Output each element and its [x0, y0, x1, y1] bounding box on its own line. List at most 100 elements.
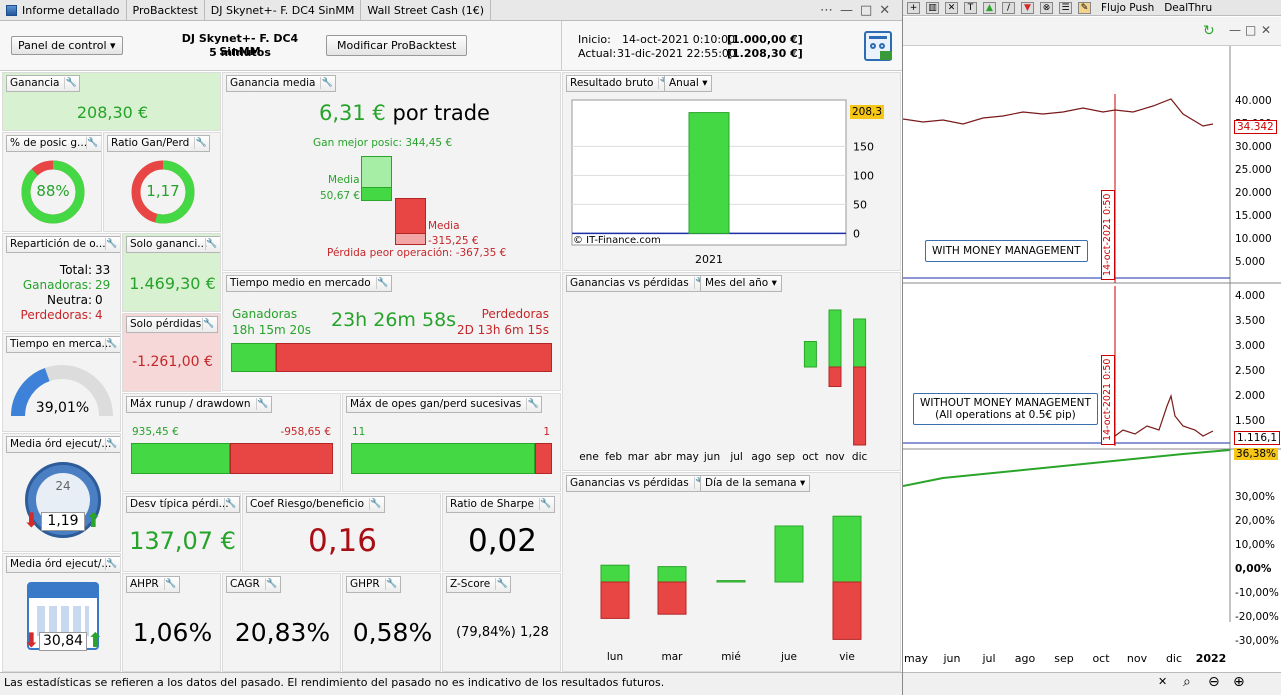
tab-informe[interactable]: Informe detallado [0, 0, 127, 21]
tiempo-merc-label[interactable]: Tiempo en merca... 🔧 [6, 336, 120, 353]
resultado-mode-dropdown[interactable]: Anual ▾ [664, 75, 713, 92]
tab-system[interactable]: DJ Skynet+- F. DC4 SinMM [205, 0, 362, 21]
bar-loss-vie [832, 581, 862, 640]
wrench-icon[interactable]: 🔧 [495, 578, 508, 590]
wrench-icon[interactable]: 🔧 [64, 77, 78, 89]
cagr-label[interactable]: CAGR 🔧 [226, 576, 281, 593]
sync-icon[interactable]: ↻ [1203, 23, 1215, 39]
wrench-icon[interactable]: 🔧 [320, 77, 334, 89]
wrench-icon[interactable]: 🔧 [384, 578, 398, 590]
wrench-icon[interactable]: 🔧 [369, 498, 382, 510]
sharpe-label[interactable]: Ratio de Sharpe 🔧 [446, 496, 555, 513]
tab-instrument[interactable]: Wall Street Cash (1€) [361, 0, 492, 21]
wrench-icon[interactable]: 🔧 [86, 137, 99, 149]
wrench-icon[interactable]: 🔧 [375, 277, 389, 289]
minimize-icon[interactable]: — [840, 3, 853, 18]
wrench-icon[interactable]: 🔧 [105, 558, 118, 570]
runup-label[interactable]: Máx runup / drawdown 🔧 [126, 396, 272, 413]
wrench-icon[interactable]: 🔧 [194, 137, 207, 149]
divider [561, 21, 562, 71]
wrench-icon[interactable]: 🔧 [202, 318, 215, 330]
resultado-label[interactable]: Resultado bruto🔧 [566, 75, 675, 92]
solo-ganancias-label[interactable]: Solo gananci... 🔧 [126, 236, 220, 253]
zoom-in-icon[interactable]: ⊕ [1233, 674, 1245, 690]
y-tick-label: 100 [853, 169, 874, 182]
copyright: © IT-Finance.com [573, 235, 661, 246]
maximize-icon[interactable]: □ [860, 3, 873, 18]
y-tick-label: 10,00% [1235, 539, 1275, 551]
modify-backtest-button[interactable]: Modificar ProBacktest [326, 35, 468, 56]
wrench-icon[interactable]: 🔧 [526, 398, 539, 410]
ratio-label[interactable]: Ratio Gan/Perd 🔧 [107, 135, 211, 152]
zscore-label[interactable]: Z-Score 🔧 [446, 576, 512, 593]
vline-label-2: 14-oct-2021 0:50 [1101, 355, 1115, 445]
wrench-icon[interactable]: 🔧 [224, 498, 237, 510]
tiempo-medio-label[interactable]: Tiempo medio en mercado 🔧 [226, 275, 392, 292]
gvp-dia-label[interactable]: Ganancias vs pérdidas🔧 [566, 475, 710, 492]
maximize-icon[interactable]: □ [1245, 23, 1257, 37]
dealthru[interactable]: DealThru [1164, 1, 1213, 14]
flujo-push[interactable]: Flujo Push [1101, 1, 1155, 14]
coef-label[interactable]: Coef Riesgo/beneficio 🔧 [246, 496, 385, 513]
close-icon[interactable]: ✕ [1158, 675, 1168, 688]
trash-icon[interactable]: ▥ [926, 1, 939, 14]
buy-arrow-icon[interactable]: ▲ [983, 1, 996, 14]
wrench-icon[interactable]: 🔧 [163, 578, 177, 590]
sucesivas-label[interactable]: Máx de opes gan/perd sucesivas 🔧 [346, 396, 543, 413]
text-icon[interactable]: T [964, 1, 977, 14]
bar-gain-oct [803, 341, 817, 368]
paint-icon[interactable]: ✎ [1078, 1, 1091, 14]
desv-value: 137,07 € [129, 527, 236, 555]
wrench-icon[interactable]: 🔧 [538, 498, 552, 510]
tm-bar [231, 343, 552, 372]
alert-icon[interactable]: ☰ [1059, 1, 1072, 14]
export-report-icon[interactable] [864, 31, 892, 61]
system-name: DJ Skynet+- F. DC4 SinMM [181, 32, 299, 58]
price-badge-2: 1.116,1 [1234, 431, 1281, 445]
crosshair-icon[interactable]: + [907, 1, 920, 14]
desv-label[interactable]: Desv típica pérdi... 🔧 [126, 496, 240, 513]
ahpr-label[interactable]: AHPR 🔧 [126, 576, 180, 593]
sell-arrow-icon[interactable]: ▼ [1021, 1, 1034, 14]
x-tick-label: oct [1092, 652, 1110, 665]
wrench-icon[interactable]: 🔧 [264, 578, 278, 590]
wrench-icon[interactable]: 🔧 [255, 398, 269, 410]
pct-posic-label[interactable]: % de posic g... 🔧 [6, 135, 101, 152]
wrench-icon[interactable]: 🔧 [205, 238, 218, 250]
minimize-icon[interactable]: — [1229, 23, 1241, 37]
tm-center: 23h 26m 58s [331, 309, 457, 331]
line-icon[interactable]: / [1002, 1, 1015, 14]
reparticion-label[interactable]: Repartición de o... 🔧 [6, 236, 120, 253]
bar-loss-mar [657, 581, 687, 615]
total-value: 33 [95, 263, 111, 277]
zoom-fit-icon[interactable]: ⌕ [1183, 674, 1191, 690]
media-ord1-label[interactable]: Media órd ejecut/... 🔧 [6, 436, 120, 453]
wrench-icon[interactable]: 🔧 [105, 338, 118, 350]
wrench-icon[interactable]: 🔧 [105, 238, 118, 250]
gvp-mes-label[interactable]: Ganancias vs pérdidas🔧 [566, 275, 710, 292]
media-ord2-label[interactable]: Media órd ejecut/... 🔧 [6, 556, 120, 573]
resultado-chart: 0 50 100 150 2021 [571, 99, 874, 266]
ganancia-label[interactable]: Ganancia 🔧 [6, 75, 81, 92]
gvp-mes-dropdown[interactable]: Mes del año ▾ [700, 275, 782, 292]
close-icon[interactable]: ✕ [879, 3, 891, 18]
runup-bar [131, 443, 333, 474]
close-icon[interactable]: ✕ [1261, 23, 1272, 37]
tools-icon[interactable]: ✕ [945, 1, 958, 14]
x-tick-label: ago [751, 451, 771, 463]
share-icon[interactable]: ⋯ [820, 3, 833, 18]
tab-probacktest[interactable]: ProBacktest [127, 0, 205, 21]
solo-perdidas-label[interactable]: Solo pérdidas 🔧 [126, 316, 218, 333]
panel-control-dropdown[interactable]: Panel de control ▾ [11, 36, 123, 55]
ghpr-label[interactable]: GHPR 🔧 [346, 576, 401, 593]
end-value: 31-dic-2021 22:55:00 [617, 47, 736, 60]
tm-bar-green [231, 343, 276, 372]
ganancia-media-value: 6,31 € por trade [319, 101, 490, 125]
delete-orders-icon[interactable]: ⊗ [1040, 1, 1053, 14]
zoom-out-icon[interactable]: ⊖ [1208, 674, 1220, 690]
y-tick-label: 30,00% [1235, 491, 1275, 503]
ganancia-media-label[interactable]: Ganancia media 🔧 [226, 75, 337, 92]
gvp-dia-dropdown[interactable]: Día de la semana ▾ [700, 475, 811, 492]
wrench-icon[interactable]: 🔧 [105, 438, 118, 450]
y-tick-label: 0,00% [1235, 563, 1272, 575]
